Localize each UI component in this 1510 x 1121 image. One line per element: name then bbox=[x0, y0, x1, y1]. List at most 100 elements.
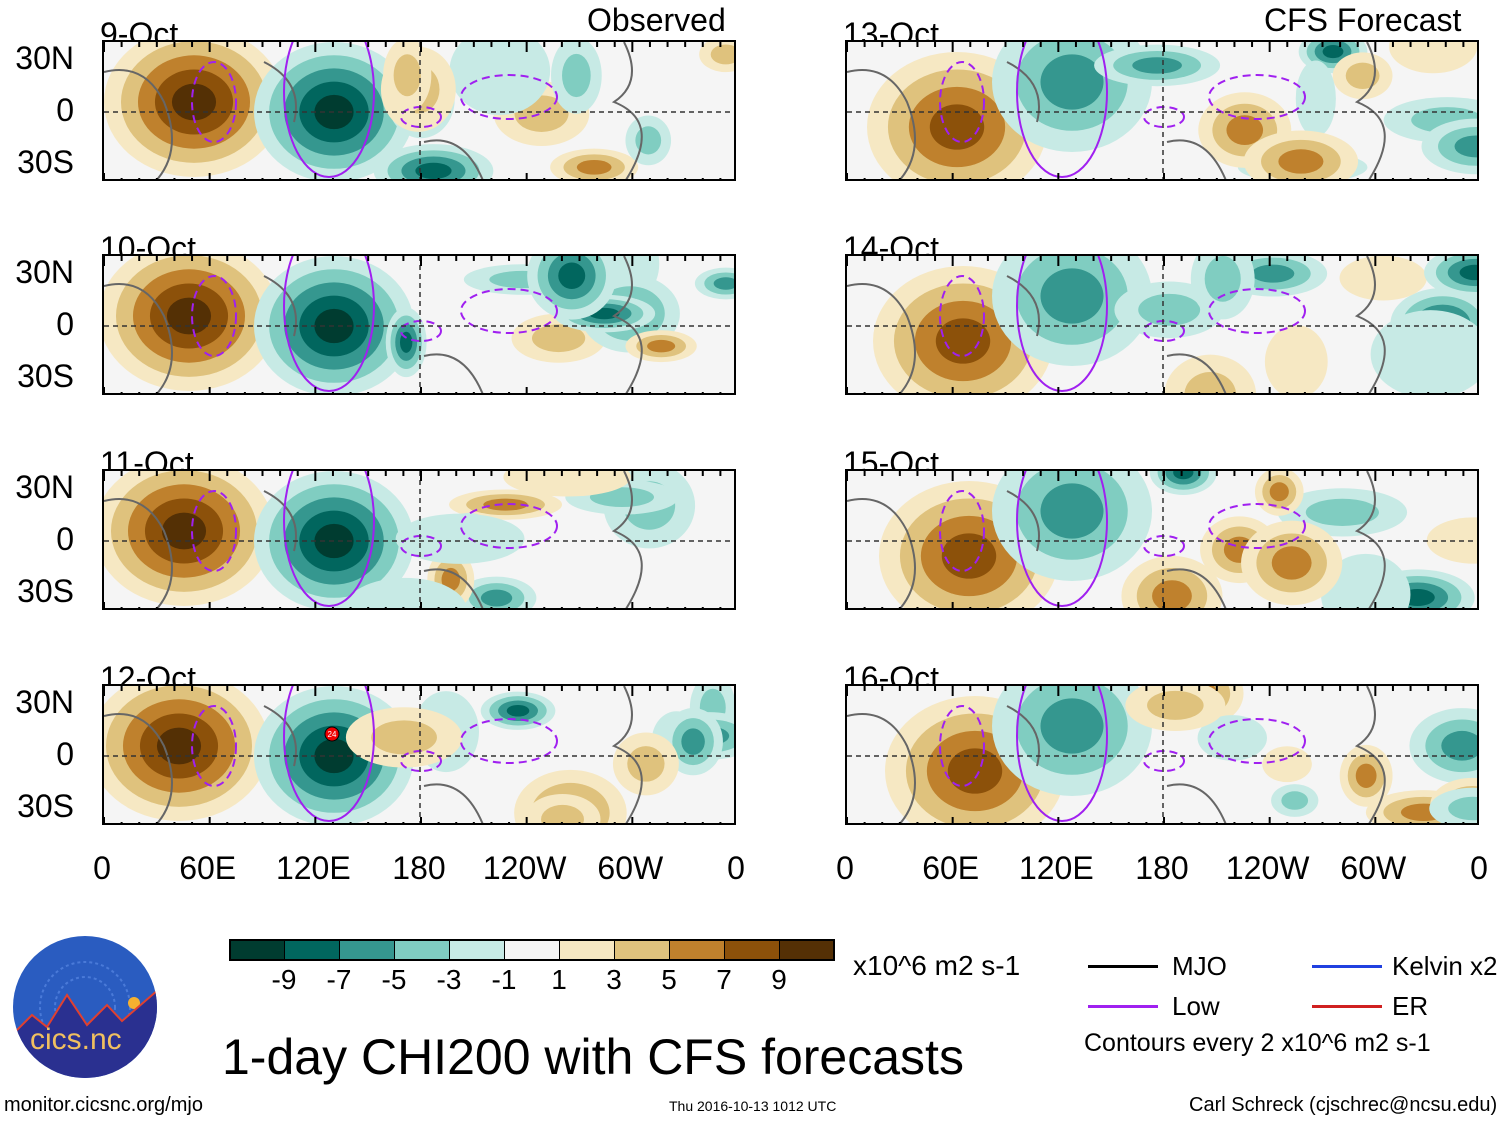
convergence-anomaly bbox=[562, 53, 591, 98]
convergence-anomaly bbox=[1459, 264, 1477, 281]
map-panel bbox=[845, 40, 1479, 181]
map-panel bbox=[845, 684, 1479, 825]
lat-label: 30S bbox=[17, 144, 74, 180]
map-panel bbox=[102, 40, 736, 181]
map-canvas bbox=[104, 42, 734, 179]
low-contour-negative bbox=[400, 750, 442, 772]
storm-label: 24 bbox=[328, 730, 337, 739]
mountain-icon bbox=[13, 987, 157, 1078]
divergence-anomaly bbox=[371, 720, 437, 755]
convergence-anomaly bbox=[395, 513, 525, 564]
low-contour-negative bbox=[400, 320, 442, 342]
lon-label: 120E bbox=[1018, 850, 1094, 886]
divergence-anomaly bbox=[483, 498, 528, 511]
divergence-anomaly bbox=[1271, 546, 1312, 580]
colorbar-swatch bbox=[669, 939, 725, 961]
low-contour bbox=[1016, 686, 1108, 822]
legend-kelvin: Kelvin x2 bbox=[1392, 951, 1498, 981]
low-contour-negative bbox=[939, 61, 985, 143]
convergence-anomaly bbox=[480, 589, 513, 607]
low-contour-negative bbox=[1143, 320, 1185, 342]
divergence-anomaly bbox=[503, 471, 631, 497]
lat-label: 30S bbox=[17, 573, 74, 609]
colorbar-label: -1 bbox=[491, 964, 517, 995]
legend-er-line bbox=[1312, 1005, 1382, 1008]
colorbar-swatch bbox=[339, 939, 395, 961]
low-contour-negative bbox=[400, 106, 442, 128]
lon-label: 0 bbox=[727, 850, 745, 886]
colorbar-units: x10^6 m2 s-1 bbox=[853, 950, 1021, 981]
convergence-anomaly bbox=[314, 523, 354, 559]
map-panel bbox=[845, 254, 1479, 395]
lon-label: 60E bbox=[922, 850, 980, 886]
divergence-anomaly bbox=[1264, 325, 1328, 393]
convergence-anomaly bbox=[1132, 57, 1182, 74]
logo-text: cics.nc bbox=[30, 1023, 122, 1056]
convergence-anomaly bbox=[1040, 54, 1104, 110]
divergence-anomaly bbox=[1339, 256, 1427, 301]
footer-author: Carl Schreck (cjschrec@ncsu.edu) bbox=[1189, 1094, 1498, 1116]
divergence-anomaly bbox=[1262, 746, 1312, 783]
convergence-anomaly bbox=[314, 738, 354, 774]
coastline bbox=[104, 42, 643, 179]
lat-label: 30N bbox=[15, 40, 74, 76]
figure-title: 1-day CHI200 with CFS forecasts bbox=[222, 1029, 964, 1085]
colorbar-label: -3 bbox=[436, 964, 462, 995]
lat-label: 30N bbox=[15, 469, 74, 505]
lon-label: 60E bbox=[179, 850, 237, 886]
legend-kelvin-line bbox=[1312, 965, 1382, 968]
cics-logo: cics.nc bbox=[12, 935, 158, 1079]
low-contour-negative bbox=[460, 74, 558, 120]
header-forecast: CFS Forecast bbox=[1264, 2, 1462, 38]
lon-label: 0 bbox=[836, 850, 854, 886]
convergence-anomaly bbox=[1173, 471, 1194, 480]
divergence-anomaly bbox=[1269, 482, 1289, 502]
lon-label: 180 bbox=[1135, 850, 1189, 886]
legend-low-line bbox=[1088, 1005, 1158, 1008]
convergence-anomaly bbox=[1370, 310, 1477, 393]
low-contour bbox=[283, 256, 375, 392]
low-contour bbox=[1016, 471, 1108, 607]
map-panel: 24 bbox=[102, 684, 736, 825]
colorbar-swatch bbox=[559, 939, 615, 961]
lon-label: 60W bbox=[597, 850, 664, 886]
divergence-anomaly bbox=[166, 297, 212, 335]
map-canvas bbox=[847, 42, 1477, 179]
convergence-anomaly bbox=[1321, 553, 1411, 608]
convergence-anomaly bbox=[1138, 293, 1201, 326]
divergence-anomaly bbox=[541, 804, 584, 823]
divergence-anomaly bbox=[627, 746, 665, 782]
convergence-anomaly bbox=[1040, 483, 1104, 539]
low-contour-negative bbox=[1143, 106, 1185, 128]
convergence-anomaly bbox=[399, 331, 413, 353]
lon-label: 120E bbox=[275, 850, 351, 886]
sun-icon bbox=[128, 997, 140, 1009]
contour-note: Contours every 2 x10^6 m2 s-1 bbox=[1084, 1029, 1431, 1057]
footer-url[interactable]: monitor.cicsnc.org/mjo bbox=[4, 1094, 203, 1116]
colorbar-label: -5 bbox=[381, 964, 407, 995]
convergence-anomaly bbox=[1448, 796, 1477, 821]
low-contour-negative bbox=[460, 718, 558, 764]
map-canvas: 24 bbox=[104, 686, 734, 823]
divergence-anomaly bbox=[1388, 42, 1477, 74]
map-canvas bbox=[847, 256, 1477, 393]
divergence-anomaly bbox=[941, 533, 997, 579]
low-contour-negative bbox=[1208, 288, 1306, 334]
colorbar-swatch bbox=[779, 939, 835, 961]
convergence-anomaly bbox=[449, 42, 551, 116]
convergence-anomaly bbox=[1305, 498, 1379, 526]
colorbar-label: -7 bbox=[326, 964, 352, 995]
divergence-anomaly bbox=[947, 748, 1003, 794]
logo-graphic bbox=[13, 936, 157, 1078]
colorbar-label: 5 bbox=[661, 964, 677, 995]
lon-label: 120W bbox=[482, 850, 567, 886]
low-contour-negative bbox=[1208, 718, 1306, 764]
convergence-anomaly bbox=[713, 277, 734, 290]
coastline bbox=[847, 42, 1386, 179]
low-contour-negative bbox=[460, 288, 558, 334]
lon-label: 0 bbox=[93, 850, 111, 886]
low-contour-negative bbox=[939, 275, 985, 357]
convergence-anomaly bbox=[1322, 45, 1344, 59]
coastline bbox=[847, 686, 1386, 823]
colorbar-label: 1 bbox=[551, 964, 567, 995]
